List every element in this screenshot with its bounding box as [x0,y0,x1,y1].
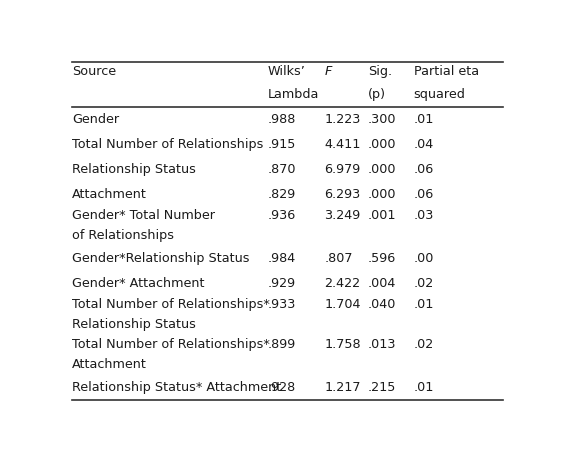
Text: .928: .928 [268,381,296,395]
Text: Wilks’: Wilks’ [268,65,306,78]
Text: F: F [324,65,332,78]
Text: 1.217: 1.217 [324,381,361,395]
Text: Gender*Relationship Status: Gender*Relationship Status [72,252,250,265]
Text: .984: .984 [268,252,296,265]
Text: .00: .00 [413,252,434,265]
Text: .02: .02 [413,277,434,290]
Text: Gender: Gender [72,113,119,126]
Text: .013: .013 [368,338,397,351]
Text: .915: .915 [268,138,296,151]
Text: 1.758: 1.758 [324,338,361,351]
Text: .000: .000 [368,163,397,176]
Text: .06: .06 [413,163,434,176]
Text: .02: .02 [413,338,434,351]
Text: .01: .01 [413,113,434,126]
Text: .03: .03 [413,209,434,222]
Text: .870: .870 [268,163,296,176]
Text: Gender* Attachment: Gender* Attachment [72,277,205,290]
Text: 1.223: 1.223 [324,113,361,126]
Text: 6.979: 6.979 [324,163,361,176]
Text: .215: .215 [368,381,396,395]
Text: .936: .936 [268,209,296,222]
Text: .899: .899 [268,338,296,351]
Text: .300: .300 [368,113,397,126]
Text: .001: .001 [368,209,397,222]
Text: Total Number of Relationships: Total Number of Relationships [72,138,264,151]
Text: 1.704: 1.704 [324,299,361,311]
Text: Relationship Status: Relationship Status [72,163,196,176]
Text: Lambda: Lambda [268,88,319,101]
Text: .933: .933 [268,299,296,311]
Text: .040: .040 [368,299,396,311]
Text: Total Number of Relationships*: Total Number of Relationships* [72,299,270,311]
Text: Source: Source [72,65,117,78]
Text: Relationship Status: Relationship Status [72,318,196,331]
Text: .596: .596 [368,252,396,265]
Text: .000: .000 [368,188,397,201]
Text: Attachment: Attachment [72,358,147,371]
Text: Attachment: Attachment [72,188,147,201]
Text: .04: .04 [413,138,434,151]
Text: 2.422: 2.422 [324,277,361,290]
Text: .01: .01 [413,299,434,311]
Text: Relationship Status* Attachment: Relationship Status* Attachment [72,381,282,395]
Text: Partial eta: Partial eta [413,65,479,78]
Text: squared: squared [413,88,466,101]
Text: Total Number of Relationships*: Total Number of Relationships* [72,338,270,351]
Text: .01: .01 [413,381,434,395]
Text: Gender* Total Number: Gender* Total Number [72,209,215,222]
Text: (p): (p) [368,88,386,101]
Text: .004: .004 [368,277,396,290]
Text: .807: .807 [324,252,353,265]
Text: Sig.: Sig. [368,65,392,78]
Text: .988: .988 [268,113,296,126]
Text: 6.293: 6.293 [324,188,361,201]
Text: 4.411: 4.411 [324,138,361,151]
Text: .06: .06 [413,188,434,201]
Text: 3.249: 3.249 [324,209,361,222]
Text: .000: .000 [368,138,397,151]
Text: .929: .929 [268,277,296,290]
Text: of Relationships: of Relationships [72,229,174,242]
Text: .829: .829 [268,188,296,201]
